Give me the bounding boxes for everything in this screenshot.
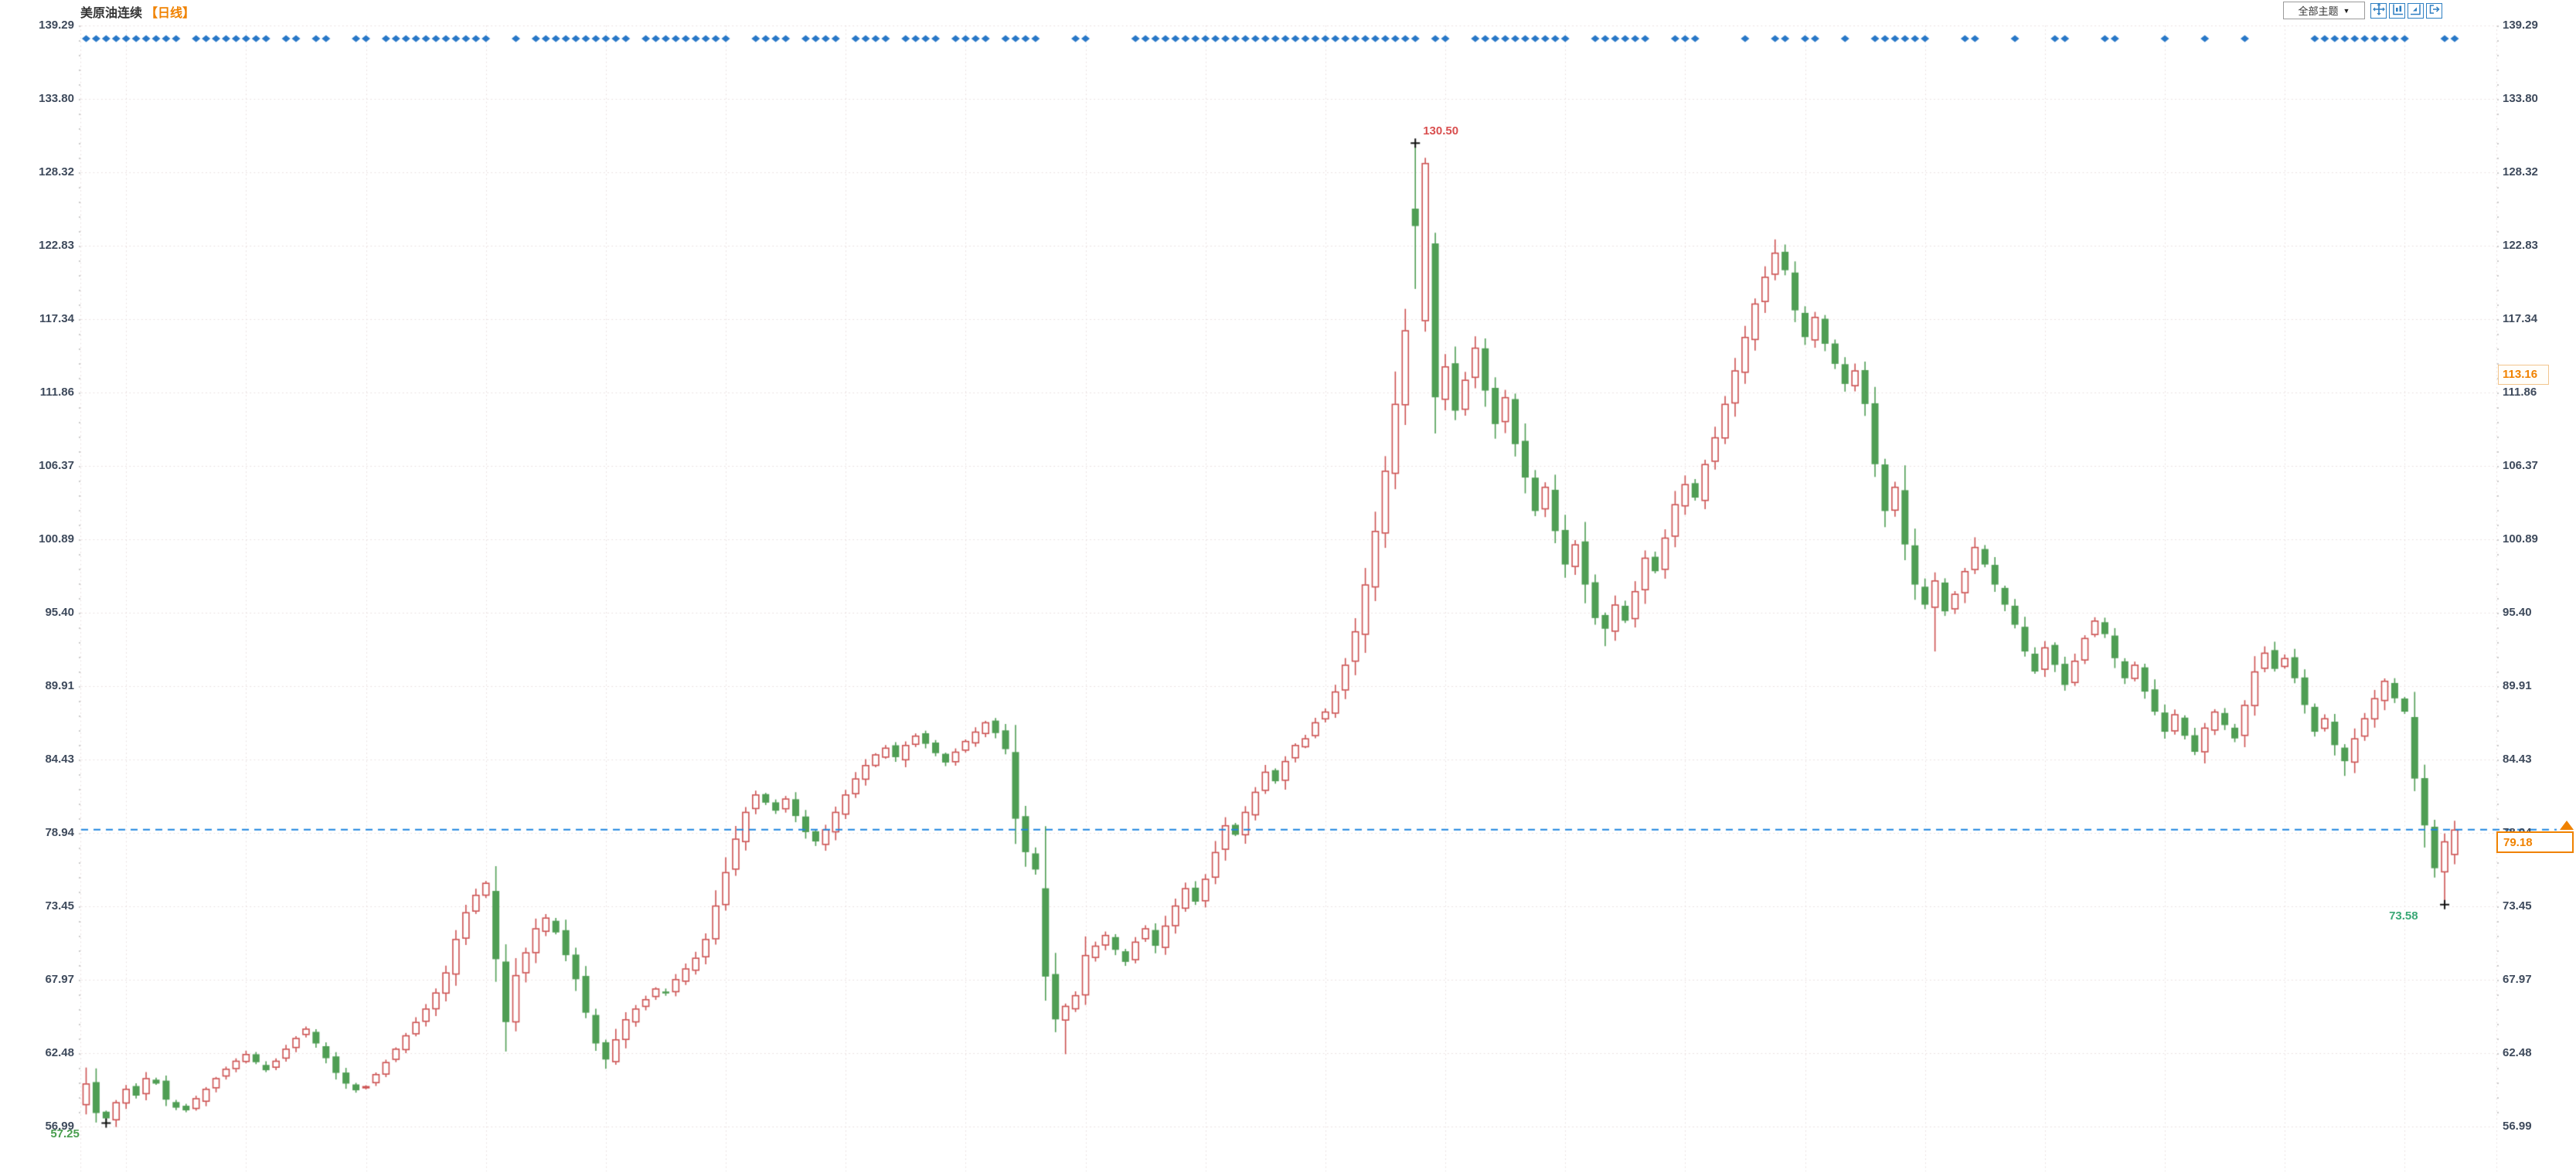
y-axis-label-left: 89.91 xyxy=(45,679,74,692)
y-axis-label-left: 84.43 xyxy=(45,752,74,766)
annotation-low-label: 73.58 xyxy=(2389,909,2418,923)
y-axis-label-left: 122.83 xyxy=(39,239,74,252)
y-axis-label-right: 128.32 xyxy=(2503,165,2538,178)
theme-dropdown-label: 全部主题 xyxy=(2298,5,2339,17)
last-price-up-arrow-icon xyxy=(2560,820,2574,830)
y-axis-label-left: 62.48 xyxy=(45,1045,74,1059)
period-label: 【日线】 xyxy=(145,7,196,20)
chart-title: 美原油连续 【日线】 xyxy=(80,2,195,21)
indicator-price-label: 113.16 xyxy=(2498,365,2549,386)
y-axis-label-right: 67.97 xyxy=(2503,972,2532,986)
y-axis-label-left: 78.94 xyxy=(45,825,74,839)
y-axis-label-right: 89.91 xyxy=(2503,679,2532,692)
export-arrow-icon xyxy=(2428,3,2441,18)
last-price-badge: 79.18 xyxy=(2496,831,2574,853)
y-axis-label-left: 67.97 xyxy=(45,972,74,986)
y-axis-label-left: 128.32 xyxy=(39,165,74,178)
theme-dropdown[interactable]: 全部主题 ▼ xyxy=(2283,2,2365,19)
left-axis-chart-icon xyxy=(2391,3,2404,18)
crosshair-icon xyxy=(2372,3,2385,18)
y-axis-label-right: 100.89 xyxy=(2503,532,2538,546)
y-axis-label-right: 111.86 xyxy=(2503,385,2537,399)
annotation-high-label: 130.50 xyxy=(1423,124,1459,138)
y-axis-label-right: 133.80 xyxy=(2503,92,2538,106)
export-button[interactable] xyxy=(2426,2,2442,19)
crosshair-button[interactable] xyxy=(2370,2,2387,19)
y-axis-label-left: 117.34 xyxy=(39,312,74,326)
y-axis-label-left: 100.89 xyxy=(39,532,74,546)
y-axis-label-right: 117.34 xyxy=(2503,312,2538,326)
chevron-down-icon: ▼ xyxy=(2343,6,2350,15)
y-axis-label-left: 56.99 xyxy=(45,1120,74,1133)
annotation-low-label: 57.25 xyxy=(50,1127,80,1141)
chart-tool-buttons xyxy=(2370,2,2442,19)
symbol-name: 美原油连续 xyxy=(80,7,143,20)
y-axis-label-left: 106.37 xyxy=(39,459,74,472)
y-axis-label-right: 139.29 xyxy=(2503,19,2538,32)
right-axis-chart-icon xyxy=(2410,3,2422,18)
y-axis-label-left: 73.45 xyxy=(45,899,74,913)
left-axis-chart-button[interactable] xyxy=(2389,2,2405,19)
right-axis-chart-button[interactable] xyxy=(2408,2,2424,19)
y-axis-label-right: 106.37 xyxy=(2503,459,2538,472)
y-axis-label-left: 139.29 xyxy=(39,19,74,32)
y-axis-label-left: 111.86 xyxy=(39,385,74,399)
y-axis-label-right: 73.45 xyxy=(2503,899,2532,913)
chart-toolbar: 全部主题 ▼ xyxy=(2283,2,2442,19)
y-axis-label-left: 95.40 xyxy=(45,605,74,619)
y-axis-label-right: 84.43 xyxy=(2503,752,2532,766)
y-axis-label-right: 56.99 xyxy=(2503,1120,2532,1133)
y-axis-label-right: 95.40 xyxy=(2503,605,2532,619)
y-axis-label-left: 133.80 xyxy=(39,92,74,106)
y-axis-label-right: 122.83 xyxy=(2503,239,2538,252)
y-axis-label-right: 62.48 xyxy=(2503,1045,2532,1059)
